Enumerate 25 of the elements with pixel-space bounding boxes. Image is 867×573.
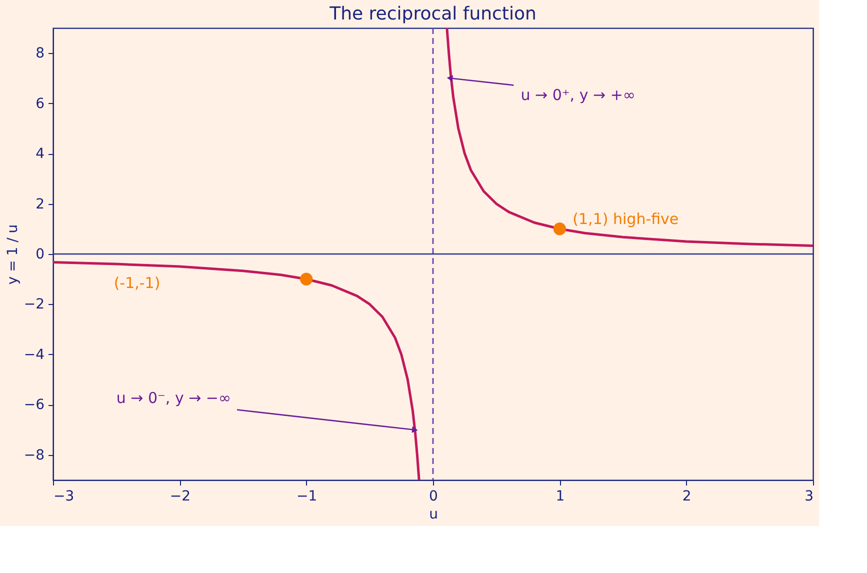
y-tick-label: −2	[24, 296, 44, 313]
y-tick-label: −8	[24, 447, 44, 464]
x-tick-label: −2	[170, 488, 190, 504]
x-tick-label: −3	[54, 488, 74, 504]
line-series	[53, 261, 420, 480]
annotation: (-1,-1)	[114, 274, 160, 292]
chart-title: The reciprocal function	[328, 3, 536, 24]
y-tick-label: 8	[36, 46, 44, 62]
x-tick-label: 0	[429, 488, 438, 504]
annotation: (1,1) high-five	[572, 210, 679, 228]
y-tick-label: −4	[24, 346, 45, 363]
annotation: u → 0⁺, y → +∞	[520, 86, 636, 104]
x-tick-label: 1	[556, 488, 565, 504]
x-tick-label: 2	[682, 488, 692, 504]
annotation: u → 0⁻, y → −∞	[116, 388, 231, 407]
y-tick-label: 2	[36, 196, 44, 212]
y-tick-label: 0	[36, 246, 44, 262]
x-axis-title: u	[429, 506, 438, 522]
line-series	[446, 28, 813, 247]
x-tick-label: −1	[296, 488, 318, 504]
y-axis-title: y = 1 / u	[4, 224, 21, 285]
x-tick-label: 3	[804, 488, 814, 504]
y-tick-label: 6	[36, 96, 45, 112]
y-tick-label: 4	[36, 146, 45, 162]
y-tick-label: −6	[24, 397, 45, 414]
